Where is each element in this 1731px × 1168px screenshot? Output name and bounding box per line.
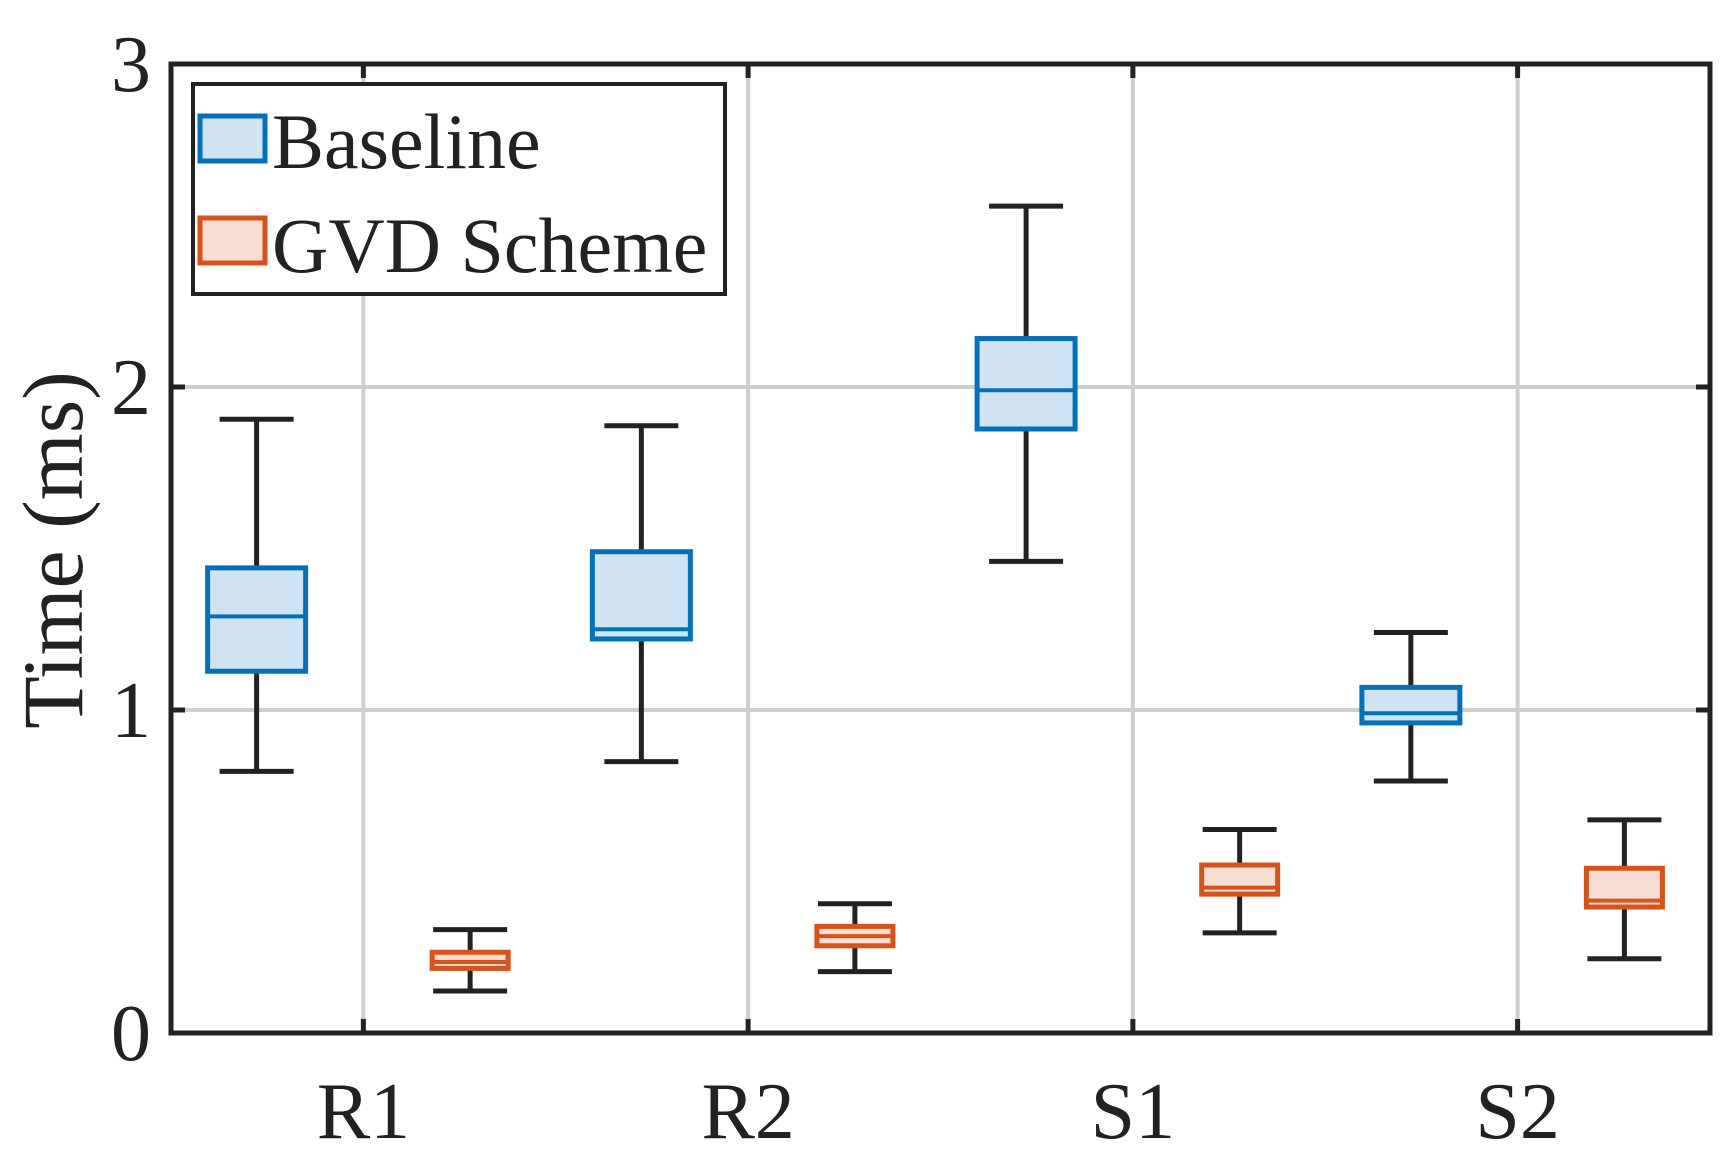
box-iqr <box>1199 862 1281 897</box>
box-gvd-scheme-r1 <box>429 927 511 994</box>
x-tick-label: R1 <box>317 1068 410 1156</box>
y-tick-label: 1 <box>111 667 151 755</box>
box-iqr <box>974 336 1078 432</box>
box-baseline-r2 <box>589 423 693 765</box>
y-axis-label: Time (ms) <box>5 371 101 729</box>
x-tick-label: S2 <box>1475 1068 1560 1156</box>
box-baseline-r1 <box>205 416 309 774</box>
legend: Baseline GVD Scheme <box>191 82 727 296</box>
y-tick-label: 0 <box>111 990 151 1078</box>
box-groups <box>205 203 1665 994</box>
box-gvd-scheme-s1 <box>1199 827 1281 936</box>
legend-swatch-gvd-scheme <box>197 215 268 266</box>
y-tick-label: 2 <box>111 344 151 432</box>
x-tick-label: S1 <box>1091 1068 1176 1156</box>
x-tick-label: R2 <box>701 1068 794 1156</box>
box-iqr <box>205 565 309 674</box>
plot-frame <box>168 61 1713 1036</box>
legend-box <box>191 82 727 296</box>
box-baseline-s2 <box>1359 629 1463 784</box>
box-iqr <box>589 549 693 642</box>
legend-label-baseline: Baseline <box>272 98 541 185</box>
box-iqr <box>1359 684 1463 726</box>
axes: 0 1 2 3 R1 R2 S1 S2 <box>111 21 1713 1156</box>
box-gvd-scheme-s2 <box>1583 817 1665 962</box>
box-baseline-s1 <box>974 203 1078 564</box>
y-tick-label: 3 <box>111 21 151 109</box>
legend-swatch-baseline <box>197 113 268 164</box>
box-gvd-scheme-r2 <box>814 901 896 975</box>
legend-label-gvd-scheme: GVD Scheme <box>272 202 707 289</box>
